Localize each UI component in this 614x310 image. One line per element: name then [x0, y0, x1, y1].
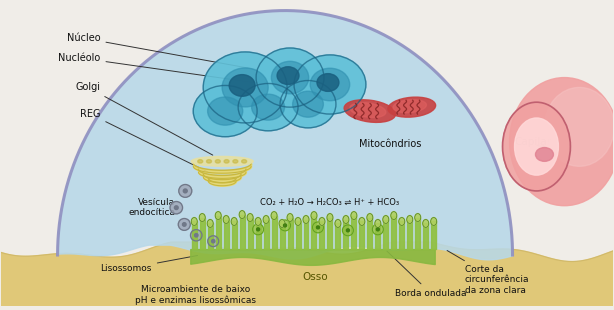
Ellipse shape — [359, 218, 365, 225]
Ellipse shape — [222, 68, 268, 107]
Ellipse shape — [279, 219, 285, 228]
Text: Vesícula
endocítica: Vesícula endocítica — [128, 198, 176, 217]
Ellipse shape — [277, 67, 299, 84]
Ellipse shape — [319, 218, 325, 225]
Ellipse shape — [190, 230, 202, 241]
Ellipse shape — [255, 218, 261, 225]
Ellipse shape — [208, 97, 243, 125]
Ellipse shape — [510, 78, 614, 206]
Ellipse shape — [294, 55, 366, 114]
Ellipse shape — [178, 219, 190, 230]
Text: Lisossomos: Lisossomos — [101, 255, 198, 273]
Ellipse shape — [316, 226, 319, 229]
Ellipse shape — [271, 212, 277, 219]
Polygon shape — [1, 242, 613, 306]
Text: Golgi: Golgi — [76, 82, 213, 155]
Ellipse shape — [256, 48, 324, 107]
Ellipse shape — [208, 219, 213, 228]
Ellipse shape — [344, 100, 395, 122]
Ellipse shape — [310, 68, 350, 101]
Ellipse shape — [284, 224, 287, 227]
Ellipse shape — [327, 214, 333, 221]
Ellipse shape — [174, 206, 178, 210]
Ellipse shape — [252, 94, 284, 120]
Polygon shape — [58, 11, 513, 260]
Ellipse shape — [376, 228, 379, 231]
Ellipse shape — [233, 160, 238, 163]
Ellipse shape — [216, 160, 220, 163]
Ellipse shape — [170, 202, 182, 214]
Ellipse shape — [192, 218, 197, 225]
Ellipse shape — [372, 224, 383, 235]
Ellipse shape — [383, 215, 389, 224]
Text: Nucléolo: Nucléolo — [58, 53, 257, 83]
Ellipse shape — [280, 81, 336, 128]
Ellipse shape — [545, 87, 614, 166]
Ellipse shape — [398, 218, 405, 225]
Ellipse shape — [212, 240, 215, 243]
Ellipse shape — [247, 214, 253, 221]
Ellipse shape — [208, 236, 219, 247]
Text: Núcleo: Núcleo — [67, 33, 265, 71]
Ellipse shape — [229, 75, 255, 96]
Text: Microambiente de baixo
pH e enzimas lisossômicas: Microambiente de baixo pH e enzimas liso… — [134, 285, 256, 304]
Ellipse shape — [350, 103, 386, 117]
Text: REG: REG — [80, 109, 208, 172]
Text: CO₂ + H₂O → H₂CO₃ ⇌ H⁺ + HCO₃: CO₂ + H₂O → H₂CO₃ ⇌ H⁺ + HCO₃ — [260, 198, 400, 207]
Ellipse shape — [303, 215, 309, 224]
Ellipse shape — [406, 215, 413, 224]
Text: Capilar: Capilar — [514, 137, 551, 147]
Ellipse shape — [351, 212, 357, 219]
Ellipse shape — [414, 214, 421, 221]
Ellipse shape — [535, 148, 553, 162]
Ellipse shape — [239, 210, 245, 219]
Ellipse shape — [200, 214, 205, 221]
Ellipse shape — [223, 215, 229, 224]
Ellipse shape — [182, 223, 186, 226]
Ellipse shape — [231, 218, 237, 225]
Ellipse shape — [257, 228, 260, 231]
Ellipse shape — [313, 222, 324, 233]
Ellipse shape — [515, 118, 558, 175]
Ellipse shape — [391, 212, 397, 219]
Ellipse shape — [179, 184, 192, 197]
Text: Corte da
circunferência
da zona clara: Corte da circunferência da zona clara — [447, 250, 529, 294]
Text: Osso: Osso — [302, 272, 328, 282]
Ellipse shape — [287, 214, 293, 221]
Ellipse shape — [343, 215, 349, 224]
Ellipse shape — [335, 219, 341, 228]
Ellipse shape — [375, 219, 381, 228]
Ellipse shape — [263, 215, 269, 224]
Ellipse shape — [343, 225, 354, 236]
Ellipse shape — [422, 219, 429, 228]
Ellipse shape — [311, 212, 317, 219]
Text: Mitocôndrios: Mitocôndrios — [359, 139, 421, 149]
Ellipse shape — [224, 160, 229, 163]
Ellipse shape — [293, 91, 324, 117]
Ellipse shape — [252, 224, 263, 235]
Ellipse shape — [430, 218, 437, 225]
Ellipse shape — [279, 220, 290, 231]
Ellipse shape — [192, 157, 253, 166]
Ellipse shape — [295, 218, 301, 225]
Ellipse shape — [216, 212, 221, 219]
Ellipse shape — [393, 100, 427, 113]
Ellipse shape — [206, 160, 211, 163]
Ellipse shape — [317, 74, 339, 91]
Ellipse shape — [203, 52, 287, 123]
Ellipse shape — [195, 233, 198, 237]
Ellipse shape — [242, 160, 247, 163]
Text: Borda ondulada: Borda ondulada — [387, 251, 466, 298]
Ellipse shape — [346, 229, 349, 232]
Ellipse shape — [388, 97, 435, 117]
Ellipse shape — [271, 61, 309, 94]
Ellipse shape — [193, 86, 257, 137]
Ellipse shape — [198, 160, 203, 163]
Ellipse shape — [238, 83, 298, 131]
Ellipse shape — [184, 189, 187, 193]
Ellipse shape — [367, 214, 373, 221]
Ellipse shape — [502, 102, 570, 191]
